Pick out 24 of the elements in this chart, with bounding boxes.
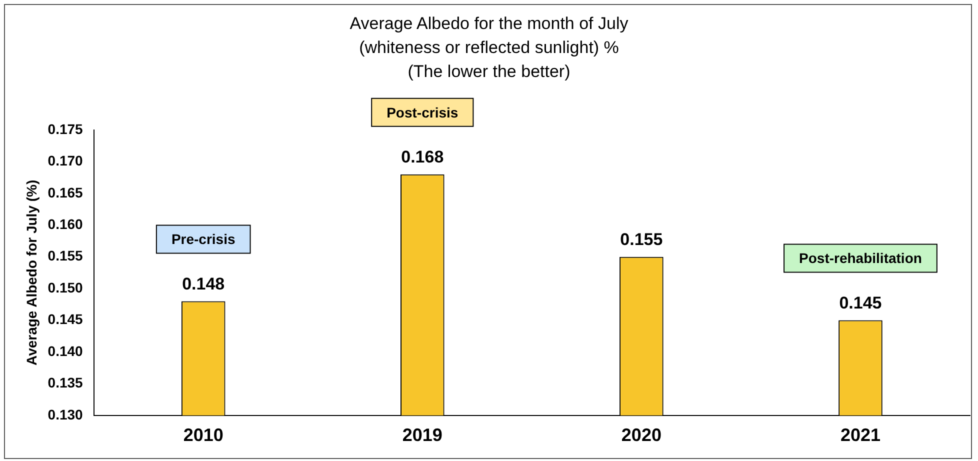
y-tick-label: 0.140: [48, 342, 84, 359]
y-tick-label: 0.170: [48, 152, 84, 169]
text: Post-crisis: [386, 104, 458, 120]
x-tick-label: 2019: [402, 425, 442, 446]
y-tick-label: 0.130: [48, 406, 84, 422]
y-tick-label: 0.160: [48, 216, 84, 232]
data-label: 0.168: [401, 148, 444, 167]
y-tick-label: 0.155: [48, 248, 84, 264]
data-label: 0.145: [839, 293, 882, 312]
y-tick-label: 0.150: [48, 279, 84, 296]
annotation: Post-rehabilitation: [799, 250, 922, 266]
chart-title: Average Albedo for the month of July (whiteness or reflected sunlight) %: [348, 13, 630, 59]
x-tick-label: 2010: [183, 425, 224, 446]
x-tick-label: 2020: [621, 425, 662, 446]
x-tick-label: 2021: [840, 425, 881, 446]
y-tick-label: 0.135: [48, 374, 84, 391]
data-label: 0.155: [620, 230, 663, 250]
y-tick-label: 0.145: [48, 311, 84, 328]
annotation: Pre-crisis: [171, 231, 236, 248]
y-tick-label: 0.175: [48, 120, 84, 137]
chart-subtitle: (The lower the better): [406, 61, 572, 83]
y-tick-label: 0.165: [48, 184, 84, 200]
data-label: 0.148: [182, 274, 225, 294]
y-axis-title: Average Albedo for July (%): [23, 180, 40, 366]
